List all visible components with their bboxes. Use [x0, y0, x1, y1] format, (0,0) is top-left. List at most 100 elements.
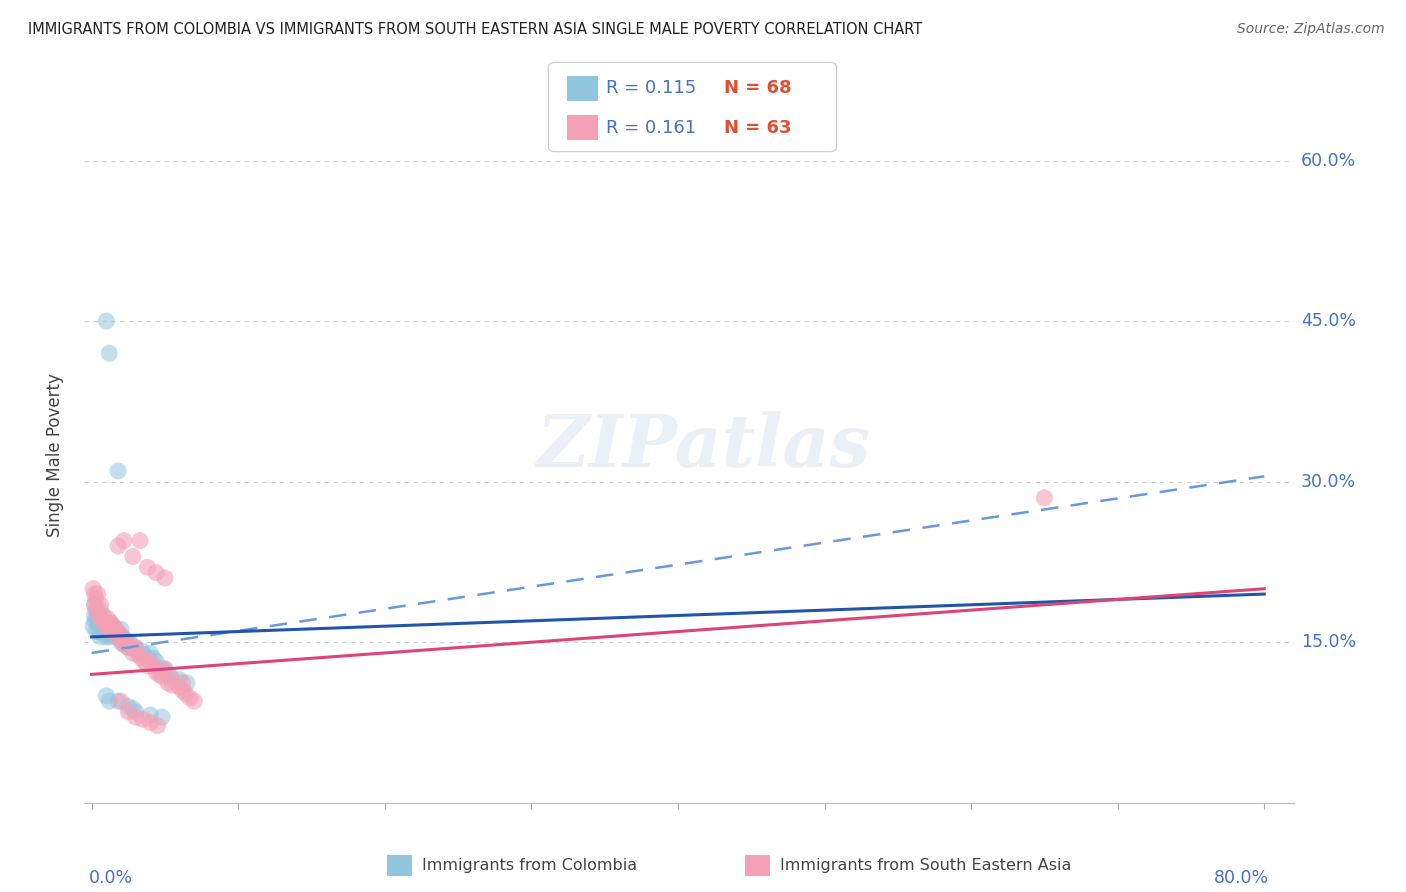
- Point: [98, 694, 121, 708]
- Point: [84, 603, 107, 617]
- Point: [107, 539, 129, 553]
- Point: [115, 637, 138, 651]
- Point: [145, 566, 167, 580]
- Point: [110, 635, 132, 649]
- Point: [83, 598, 105, 612]
- Point: [136, 560, 159, 574]
- Text: 80.0%: 80.0%: [1213, 869, 1268, 888]
- Point: [118, 637, 141, 651]
- Point: [91, 614, 114, 628]
- Point: [139, 646, 162, 660]
- Point: [114, 633, 136, 648]
- Point: [124, 705, 146, 719]
- Point: [86, 587, 108, 601]
- Text: N = 63: N = 63: [724, 119, 792, 136]
- Text: 60.0%: 60.0%: [1301, 152, 1357, 169]
- Point: [150, 669, 173, 683]
- Text: R = 0.161: R = 0.161: [606, 119, 696, 136]
- Point: [169, 680, 191, 694]
- Text: Immigrants from Colombia: Immigrants from Colombia: [422, 858, 637, 872]
- Point: [121, 646, 143, 660]
- Point: [100, 623, 122, 637]
- Point: [117, 699, 139, 714]
- Point: [107, 464, 129, 478]
- Point: [124, 710, 146, 724]
- Point: [100, 615, 122, 630]
- Point: [128, 648, 150, 662]
- Point: [104, 626, 127, 640]
- Point: [115, 637, 138, 651]
- Text: R = 0.115: R = 0.115: [606, 79, 696, 97]
- Point: [145, 655, 167, 669]
- Point: [131, 644, 153, 658]
- Point: [148, 667, 170, 681]
- Point: [98, 346, 121, 360]
- Text: 45.0%: 45.0%: [1301, 312, 1355, 330]
- Point: [153, 662, 176, 676]
- Point: [121, 549, 143, 564]
- Text: N = 68: N = 68: [724, 79, 792, 97]
- Point: [86, 608, 108, 623]
- Point: [98, 630, 121, 644]
- Point: [110, 633, 132, 648]
- Point: [83, 587, 105, 601]
- Y-axis label: Single Male Poverty: Single Male Poverty: [45, 373, 63, 537]
- Point: [98, 623, 121, 637]
- Point: [96, 624, 118, 639]
- Point: [110, 694, 132, 708]
- Point: [94, 615, 117, 630]
- Point: [129, 533, 152, 548]
- Point: [108, 630, 131, 644]
- Point: [108, 626, 131, 640]
- Point: [105, 623, 128, 637]
- Point: [89, 598, 111, 612]
- Point: [96, 619, 118, 633]
- Point: [84, 612, 107, 626]
- Point: [134, 648, 156, 662]
- Point: [136, 651, 159, 665]
- Point: [1033, 491, 1056, 505]
- Text: 0.0%: 0.0%: [89, 869, 134, 888]
- Point: [134, 655, 156, 669]
- Text: 15.0%: 15.0%: [1301, 633, 1355, 651]
- Text: 30.0%: 30.0%: [1301, 473, 1355, 491]
- Point: [97, 619, 120, 633]
- Point: [96, 314, 118, 328]
- Point: [124, 640, 146, 655]
- Text: IMMIGRANTS FROM COLOMBIA VS IMMIGRANTS FROM SOUTH EASTERN ASIA SINGLE MALE POVER: IMMIGRANTS FROM COLOMBIA VS IMMIGRANTS F…: [28, 22, 922, 37]
- Point: [86, 615, 108, 630]
- Point: [97, 612, 120, 626]
- Point: [103, 624, 125, 639]
- Point: [82, 619, 104, 633]
- Point: [160, 669, 183, 683]
- Text: Source: ZipAtlas.com: Source: ZipAtlas.com: [1237, 22, 1385, 37]
- Point: [107, 694, 129, 708]
- Point: [150, 662, 173, 676]
- Point: [156, 667, 179, 681]
- Point: [172, 683, 194, 698]
- Point: [97, 626, 120, 640]
- Point: [117, 705, 139, 719]
- Point: [96, 630, 118, 644]
- Point: [107, 630, 129, 644]
- Point: [103, 624, 125, 639]
- Point: [91, 623, 114, 637]
- Point: [142, 658, 165, 673]
- Point: [111, 630, 134, 644]
- Point: [87, 624, 110, 639]
- Point: [93, 626, 115, 640]
- Point: [128, 646, 150, 660]
- Point: [139, 715, 162, 730]
- Point: [84, 592, 107, 607]
- Point: [89, 630, 111, 644]
- Point: [174, 687, 197, 701]
- Point: [89, 603, 111, 617]
- Point: [169, 673, 191, 687]
- Point: [110, 623, 132, 637]
- Point: [105, 626, 128, 640]
- Point: [156, 676, 179, 690]
- Point: [112, 533, 135, 548]
- Point: [100, 615, 122, 630]
- Point: [153, 571, 176, 585]
- Point: [139, 655, 162, 669]
